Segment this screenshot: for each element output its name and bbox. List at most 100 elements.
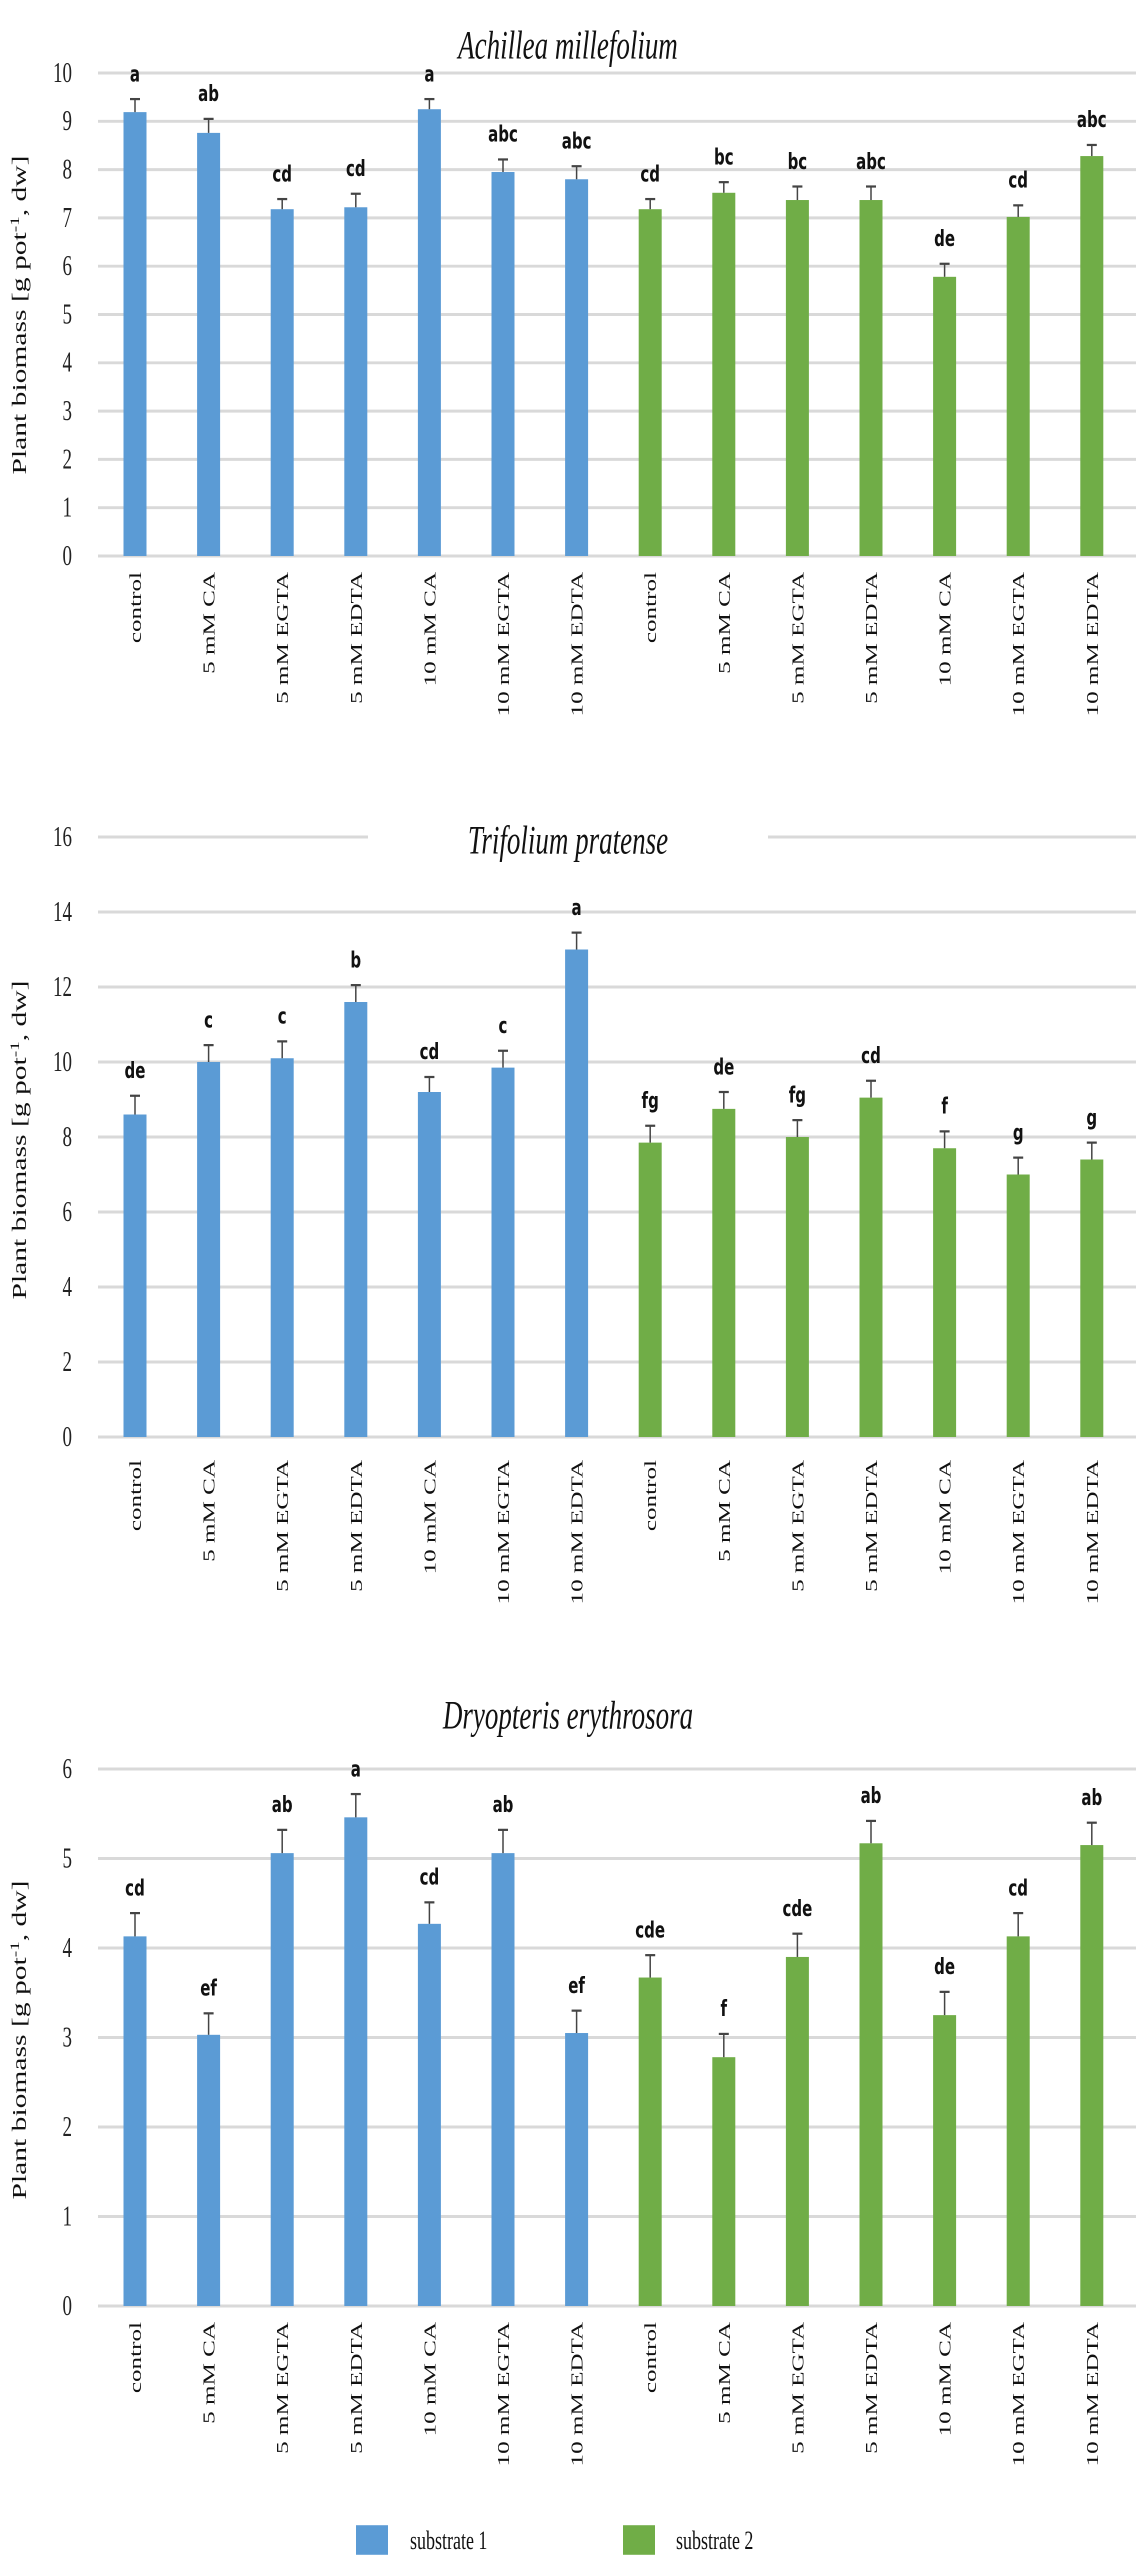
significance-letter: g	[1013, 1120, 1024, 1146]
chart-3: 0 1 2 3 4 5 6 Dryopteris erythrosora Plant bioma…	[7, 1694, 1136, 2466]
y-axis-label: Plant biomass [g pot-1, dw]	[7, 1881, 31, 2200]
category-label: 5 mM EGTA	[788, 1459, 807, 1592]
bar	[785, 1956, 809, 2306]
bar	[270, 209, 294, 557]
bar	[417, 1923, 441, 2306]
category-label: 10 mM EGTA	[494, 2321, 513, 2466]
y-tick-label: 1	[63, 2202, 72, 2232]
y-tick-label: 0	[63, 1422, 73, 1452]
category-label: 10 mM EGTA	[1009, 2321, 1028, 2466]
y-tick-label: 7	[63, 203, 73, 233]
y-tick-label: 6	[63, 1754, 73, 1784]
significance-letter: cde	[782, 1896, 812, 1922]
bar	[1080, 1159, 1104, 1437]
bar	[638, 1142, 662, 1437]
category-label: control	[641, 572, 660, 643]
significance-letter: ef	[200, 1976, 217, 2002]
significance-letter: bc	[788, 149, 808, 175]
y-tick-label: 5	[63, 1844, 73, 1874]
bar	[712, 2057, 736, 2306]
bar	[197, 2034, 221, 2306]
bar	[417, 1092, 441, 1437]
bar	[197, 1062, 221, 1437]
category-label: 5 mM EGTA	[788, 571, 807, 704]
significance-letter: cd	[346, 156, 366, 182]
legend-swatch	[623, 2525, 655, 2555]
significance-letter: a	[130, 61, 140, 87]
y-tick-label: 2	[63, 1347, 72, 1377]
bar	[785, 1137, 809, 1437]
significance-letter: cd	[125, 1875, 145, 1901]
category-label: 5 mM EGTA	[788, 2321, 807, 2454]
y-axis-label: Plant biomass [g pot-1, dw]	[7, 156, 31, 475]
bar	[859, 1097, 883, 1437]
bar	[270, 1853, 294, 2306]
category-label: 5 mM CA	[715, 1459, 734, 1561]
y-tick-label: 2	[63, 445, 72, 475]
bar	[565, 179, 589, 556]
category-label: 10 mM EDTA	[568, 1459, 587, 1604]
category-label: 10 mM EGTA	[494, 1459, 513, 1604]
bar	[859, 1843, 883, 2306]
y-tick-label: 8	[63, 155, 73, 185]
y-tick-label: 0	[63, 541, 73, 571]
significance-letter: ab	[1081, 1785, 1102, 1811]
significance-letter: cd	[1008, 168, 1028, 194]
bar	[491, 172, 515, 556]
significance-letter: ab	[861, 1783, 882, 1809]
bar	[344, 1002, 368, 1437]
category-label: 10 mM EDTA	[568, 2321, 587, 2466]
y-tick-label: 4	[63, 1933, 73, 1963]
category-label: control	[126, 572, 145, 643]
bar	[933, 2015, 957, 2306]
significance-letter: c	[499, 1013, 508, 1039]
category-label: 10 mM EGTA	[1009, 571, 1028, 716]
significance-letter: cde	[635, 1918, 665, 1944]
chart-title: Trifolium pratense	[468, 819, 668, 862]
legend: substrate 1 substrate 2	[356, 2525, 753, 2555]
category-label: 10 mM EDTA	[1083, 1459, 1102, 1604]
y-tick-label: 9	[63, 107, 72, 137]
significance-letter: abc	[488, 122, 518, 148]
y-tick-label: 4	[63, 348, 73, 378]
y-tick-label: 4	[63, 1272, 73, 1302]
category-label: 10 mM EGTA	[1009, 1459, 1028, 1604]
significance-letter: fg	[789, 1082, 806, 1108]
y-tick-label: 6	[63, 252, 73, 282]
significance-letter: f	[721, 1996, 728, 2022]
category-label: 5 mM EGTA	[273, 1459, 292, 1592]
category-label: 10 mM EDTA	[1083, 571, 1102, 716]
bar	[417, 109, 441, 556]
bar	[1006, 216, 1030, 556]
category-label: 10 mM CA	[936, 2321, 955, 2436]
chart-title: Achillea millefolium	[457, 24, 678, 67]
category-label: 10 mM EGTA	[494, 571, 513, 716]
y-tick-label: 2	[63, 2112, 72, 2142]
significance-letter: abc	[562, 129, 592, 155]
chart-title: Dryopteris erythrosora	[442, 1694, 693, 1737]
y-tick-label: 6	[63, 1197, 73, 1227]
category-label: 10 mM EDTA	[568, 571, 587, 716]
bar	[123, 1114, 147, 1437]
significance-letter: cd	[640, 161, 660, 187]
significance-letter: a	[351, 1756, 361, 1782]
category-label: 10 mM CA	[936, 1459, 955, 1574]
y-tick-label: 12	[53, 972, 72, 1002]
y-tick-label: 16	[53, 822, 72, 852]
significance-letter: ab	[198, 81, 219, 107]
significance-letter: ef	[568, 1973, 585, 1999]
legend-label: substrate 1	[410, 2525, 487, 2554]
y-tick-label: 14	[53, 897, 72, 927]
category-label: 5 mM CA	[200, 1459, 219, 1561]
bar	[712, 192, 736, 556]
category-label: control	[641, 2322, 660, 2393]
significance-letter: de	[934, 226, 955, 252]
y-tick-label: 3	[63, 397, 73, 427]
category-label: 10 mM CA	[936, 571, 955, 686]
bar	[1006, 1174, 1030, 1437]
significance-letter: cd	[861, 1043, 881, 1069]
y-tick-label: 8	[63, 1122, 73, 1152]
legend-label: substrate 2	[676, 2525, 753, 2554]
bar	[344, 207, 368, 556]
